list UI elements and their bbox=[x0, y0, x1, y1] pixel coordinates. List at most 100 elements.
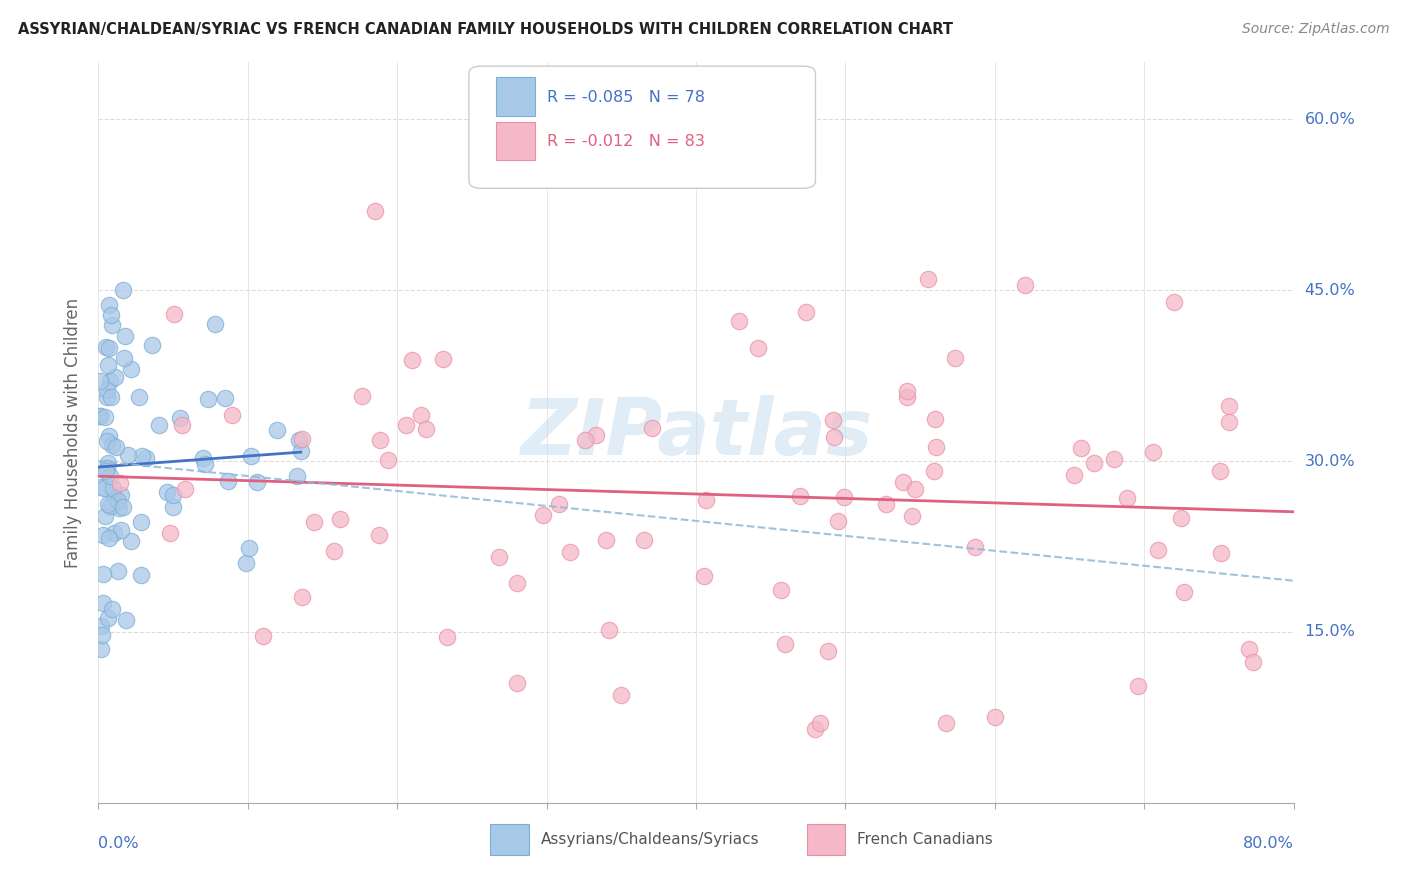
Point bbox=[96, 434, 118, 449]
Point bbox=[1115, 491, 1137, 505]
Point bbox=[773, 637, 796, 651]
Point bbox=[560, 545, 582, 559]
Point bbox=[90, 480, 112, 494]
Point bbox=[804, 722, 827, 736]
Point bbox=[89, 409, 111, 424]
Text: 45.0%: 45.0% bbox=[1305, 283, 1355, 298]
Point bbox=[91, 528, 114, 542]
Point bbox=[547, 497, 569, 511]
FancyBboxPatch shape bbox=[496, 78, 534, 116]
Point bbox=[1209, 464, 1232, 478]
Point bbox=[98, 469, 121, 483]
Point bbox=[302, 515, 325, 529]
FancyBboxPatch shape bbox=[496, 121, 534, 161]
Point bbox=[98, 375, 122, 389]
Point bbox=[415, 422, 437, 436]
Point bbox=[368, 528, 391, 542]
Point bbox=[925, 440, 948, 454]
Text: 30.0%: 30.0% bbox=[1305, 454, 1355, 468]
Text: R = -0.085   N = 78: R = -0.085 N = 78 bbox=[547, 90, 704, 104]
FancyBboxPatch shape bbox=[470, 66, 815, 188]
Point bbox=[1163, 294, 1185, 309]
Point bbox=[98, 298, 121, 312]
Point bbox=[794, 304, 817, 318]
Point bbox=[789, 489, 811, 503]
Point bbox=[432, 351, 454, 366]
Point bbox=[114, 613, 136, 627]
Point bbox=[769, 583, 792, 598]
Point bbox=[238, 541, 260, 555]
Point bbox=[169, 411, 191, 425]
Point bbox=[100, 390, 122, 404]
Text: Assyrians/Chaldeans/Syriacs: Assyrians/Chaldeans/Syriacs bbox=[541, 831, 759, 847]
Point bbox=[1237, 642, 1260, 657]
Point bbox=[1218, 415, 1240, 429]
Point bbox=[101, 481, 124, 495]
Point bbox=[598, 623, 620, 637]
Point bbox=[693, 569, 716, 583]
Point bbox=[112, 351, 135, 365]
Point bbox=[1014, 277, 1036, 292]
Point bbox=[821, 413, 844, 427]
Point bbox=[235, 556, 257, 570]
Point bbox=[1173, 584, 1195, 599]
Point bbox=[131, 450, 153, 464]
Point bbox=[364, 203, 387, 218]
Point bbox=[695, 493, 717, 508]
Point bbox=[633, 533, 655, 547]
Point bbox=[89, 409, 111, 423]
Point bbox=[117, 448, 139, 462]
Point bbox=[90, 642, 112, 657]
Text: 60.0%: 60.0% bbox=[1305, 112, 1355, 127]
Point bbox=[129, 568, 152, 582]
Point bbox=[128, 390, 150, 404]
Point bbox=[266, 424, 288, 438]
Point bbox=[97, 359, 120, 373]
Point bbox=[194, 457, 217, 471]
Point bbox=[411, 408, 433, 422]
Point bbox=[291, 590, 314, 604]
Point bbox=[101, 318, 124, 333]
Point bbox=[252, 629, 274, 643]
Point bbox=[823, 429, 845, 443]
Point bbox=[110, 488, 132, 502]
Point bbox=[107, 501, 129, 516]
Point bbox=[135, 450, 157, 465]
Point bbox=[1070, 441, 1092, 455]
Point bbox=[817, 643, 839, 657]
Point bbox=[104, 369, 127, 384]
Point bbox=[943, 351, 966, 366]
Point bbox=[193, 451, 215, 466]
Text: Source: ZipAtlas.com: Source: ZipAtlas.com bbox=[1241, 22, 1389, 37]
Point bbox=[98, 499, 121, 513]
Point bbox=[917, 272, 939, 286]
Point bbox=[728, 314, 751, 328]
Point bbox=[96, 461, 118, 475]
Point bbox=[1142, 445, 1164, 459]
Point bbox=[197, 392, 219, 406]
Point bbox=[1126, 679, 1149, 693]
Point bbox=[103, 526, 125, 541]
Point bbox=[922, 465, 945, 479]
Text: 0.0%: 0.0% bbox=[98, 836, 139, 851]
Point bbox=[924, 412, 946, 426]
Point bbox=[97, 429, 120, 443]
Point bbox=[141, 338, 163, 352]
Point bbox=[163, 308, 186, 322]
Point bbox=[217, 474, 239, 488]
Point bbox=[105, 440, 128, 454]
Text: 15.0%: 15.0% bbox=[1305, 624, 1355, 640]
Point bbox=[97, 611, 120, 625]
Point bbox=[290, 444, 312, 458]
Point bbox=[159, 525, 181, 540]
Point bbox=[204, 317, 226, 331]
Point bbox=[96, 390, 118, 404]
Point bbox=[112, 283, 135, 297]
Point bbox=[103, 491, 125, 505]
Y-axis label: Family Households with Children: Family Households with Children bbox=[65, 298, 83, 567]
Text: ZIPatlas: ZIPatlas bbox=[520, 394, 872, 471]
Point bbox=[90, 619, 112, 633]
Point bbox=[162, 500, 184, 514]
Point bbox=[89, 374, 111, 388]
Point bbox=[963, 540, 986, 554]
